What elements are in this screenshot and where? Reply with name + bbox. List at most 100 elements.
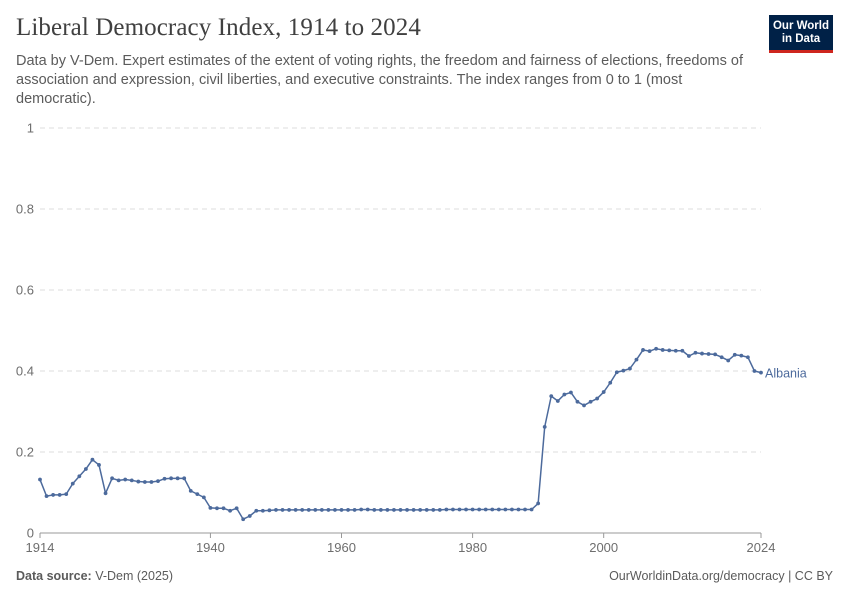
data-point bbox=[142, 480, 147, 484]
y-tick-label: 0 bbox=[27, 526, 34, 541]
data-point bbox=[339, 508, 344, 512]
x-tick-label: 1960 bbox=[327, 540, 356, 555]
data-point bbox=[346, 508, 350, 512]
data-point bbox=[654, 346, 659, 351]
data-point bbox=[719, 355, 724, 360]
data-point bbox=[549, 394, 554, 399]
y-tick-label: 0.6 bbox=[16, 283, 34, 298]
data-point bbox=[313, 508, 318, 512]
data-point bbox=[628, 366, 632, 371]
data-point bbox=[110, 476, 114, 481]
data-point bbox=[510, 507, 514, 512]
data-point bbox=[667, 348, 672, 353]
data-point bbox=[326, 508, 331, 512]
data-point bbox=[575, 399, 580, 404]
data-point bbox=[457, 507, 462, 512]
data-point bbox=[129, 478, 134, 483]
data-point bbox=[333, 508, 337, 512]
data-point bbox=[38, 477, 42, 482]
data-point bbox=[621, 368, 626, 373]
data-point bbox=[732, 352, 737, 357]
data-point bbox=[483, 507, 488, 512]
data-source-label: Data source: bbox=[16, 569, 92, 583]
data-point bbox=[51, 493, 56, 497]
data-point bbox=[319, 508, 324, 512]
data-point bbox=[280, 508, 285, 512]
owid-logo[interactable]: Our World in Data bbox=[769, 15, 833, 53]
data-point bbox=[444, 507, 449, 512]
y-tick-label: 0.4 bbox=[16, 364, 34, 379]
y-tick-label: 0.2 bbox=[16, 445, 34, 460]
series-line-albania bbox=[39, 347, 762, 520]
data-point bbox=[175, 476, 180, 481]
data-point bbox=[64, 492, 69, 497]
data-point bbox=[77, 474, 82, 479]
data-point bbox=[267, 508, 272, 513]
data-point bbox=[182, 476, 187, 481]
data-point bbox=[562, 392, 567, 397]
data-source: Data source: V-Dem (2025) bbox=[16, 569, 173, 583]
data-point bbox=[378, 508, 383, 512]
data-point bbox=[228, 508, 232, 513]
x-tick-label: 2024 bbox=[747, 540, 776, 555]
data-point bbox=[726, 358, 731, 363]
footer-url[interactable]: OurWorldinData.org/democracy | CC BY bbox=[609, 569, 833, 583]
data-point bbox=[83, 467, 88, 471]
data-point bbox=[451, 507, 455, 512]
data-point bbox=[359, 507, 364, 512]
data-point bbox=[431, 508, 436, 512]
x-tick-label: 2000 bbox=[589, 540, 618, 555]
data-point bbox=[201, 495, 206, 500]
data-point bbox=[614, 370, 619, 375]
data-point bbox=[687, 354, 691, 358]
series-label[interactable]: Albania bbox=[765, 367, 807, 381]
x-tick-label: 1940 bbox=[196, 540, 225, 555]
data-point bbox=[582, 403, 586, 408]
data-point bbox=[523, 507, 527, 512]
data-point bbox=[536, 501, 541, 506]
data-point bbox=[418, 508, 423, 512]
data-point bbox=[680, 348, 685, 353]
grid-lines bbox=[40, 127, 761, 453]
data-point bbox=[97, 463, 101, 467]
data-point bbox=[57, 493, 62, 497]
data-point bbox=[156, 479, 160, 484]
series-layer: Albania bbox=[38, 346, 807, 522]
data-point bbox=[293, 508, 298, 512]
x-axis: 1914 1940 1960 1980 2000 2024 bbox=[26, 532, 776, 555]
data-point bbox=[752, 369, 757, 373]
x-tick-label: 1914 bbox=[26, 540, 55, 555]
data-point bbox=[470, 507, 475, 512]
data-point bbox=[352, 508, 357, 512]
data-point bbox=[601, 390, 606, 394]
data-point bbox=[385, 508, 390, 512]
data-point bbox=[647, 349, 652, 354]
data-point bbox=[149, 480, 154, 484]
data-point bbox=[300, 508, 305, 512]
data-point bbox=[405, 508, 409, 512]
data-point bbox=[247, 514, 252, 518]
x-tick-label: 1980 bbox=[458, 540, 487, 555]
data-point bbox=[116, 478, 121, 483]
data-point bbox=[188, 488, 193, 493]
data-point bbox=[195, 492, 200, 497]
data-point bbox=[713, 352, 718, 357]
data-point bbox=[634, 357, 639, 362]
data-point bbox=[365, 507, 370, 512]
data-point bbox=[529, 507, 534, 512]
data-point bbox=[90, 457, 95, 462]
data-point bbox=[274, 508, 278, 512]
data-point bbox=[673, 348, 678, 353]
data-point bbox=[739, 353, 744, 358]
data-source-value[interactable]: V-Dem (2025) bbox=[95, 569, 174, 583]
data-point bbox=[516, 507, 521, 512]
data-point bbox=[411, 508, 416, 512]
data-point bbox=[490, 507, 495, 512]
data-point bbox=[555, 399, 560, 403]
data-point bbox=[700, 351, 704, 356]
data-point bbox=[595, 396, 600, 401]
data-point bbox=[608, 380, 613, 385]
data-point bbox=[136, 479, 141, 484]
chart-title: Liberal Democracy Index, 1914 to 2024 bbox=[16, 14, 421, 41]
